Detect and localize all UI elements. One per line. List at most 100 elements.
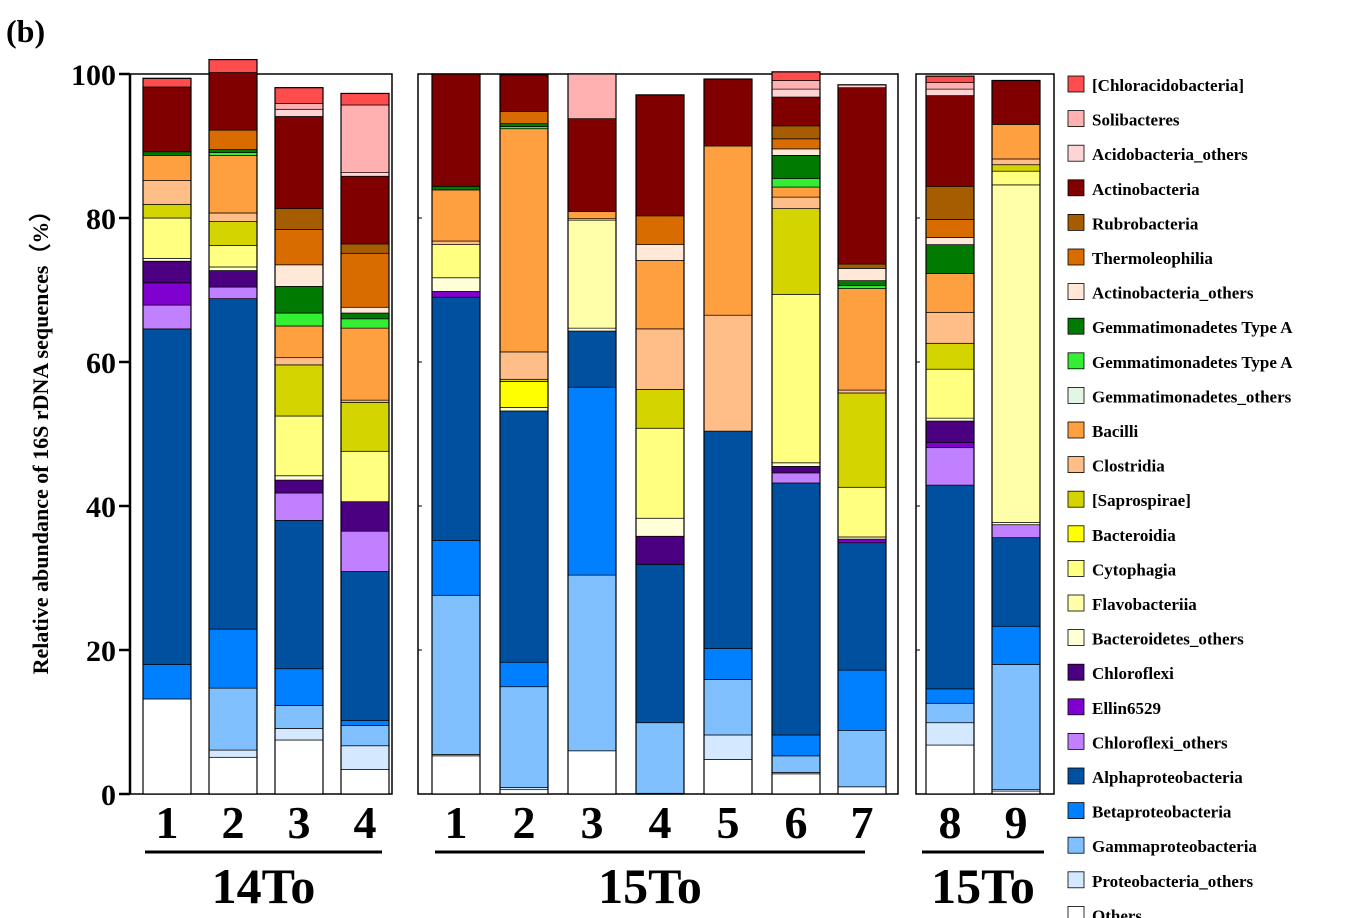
- bar-segment: [991, 664, 1041, 791]
- bar-outline: [837, 84, 887, 795]
- bar-segment: [635, 94, 685, 217]
- bar-segment: [925, 244, 975, 274]
- bar-segment: [837, 392, 887, 488]
- group-label: 14To: [212, 858, 316, 914]
- bar-segment: [635, 328, 685, 390]
- bar-segment: [703, 78, 753, 147]
- bar-segment: [837, 730, 887, 788]
- y-tick-label: 20: [86, 635, 116, 668]
- legend-swatch: [1067, 110, 1085, 127]
- category-label: 3: [581, 797, 604, 848]
- category-label: 6: [785, 797, 808, 848]
- bar-segment: [635, 215, 685, 245]
- bar-outline: [142, 77, 192, 795]
- bar-segment: [925, 368, 975, 419]
- bar-segment: [771, 734, 821, 757]
- bar-segment: [703, 430, 753, 649]
- bar-segment: [142, 282, 192, 306]
- bar-segment: [340, 318, 390, 329]
- bar-segment: [142, 304, 192, 330]
- bar-segment: [340, 252, 390, 308]
- bar-segment: [635, 389, 685, 429]
- bar-segment: [771, 208, 821, 295]
- legend-swatch: [1067, 663, 1085, 681]
- bar-segment: [274, 108, 324, 117]
- bar-segment: [771, 138, 821, 150]
- bar-segment: [837, 263, 887, 269]
- bar-segment: [635, 517, 685, 537]
- bar-segment: [771, 96, 821, 127]
- bar-outline: [499, 74, 549, 795]
- y-tick-label: 0: [101, 779, 116, 812]
- bar-segment: [837, 288, 887, 391]
- bar-segment: [991, 170, 1041, 186]
- bar-segment: [142, 257, 192, 262]
- bar-segment: [208, 298, 258, 630]
- category-label: 1: [445, 797, 468, 848]
- bar-segment: [431, 594, 481, 755]
- bar-segment: [274, 208, 324, 230]
- bar-segment: [837, 280, 887, 287]
- category-label: 2: [222, 797, 245, 848]
- bar-segment: [567, 574, 617, 752]
- bar-segment: [771, 755, 821, 773]
- category-label: 1: [156, 797, 179, 848]
- bar-segment: [837, 669, 887, 731]
- bar-segment: [208, 152, 258, 156]
- bar-segment: [635, 535, 685, 565]
- legend-swatch: [1067, 283, 1085, 301]
- bar-segment: [635, 563, 685, 724]
- category-label: 7: [851, 797, 874, 848]
- legend-label: Cytophagia: [1092, 560, 1177, 579]
- legend-label: Ellin6529: [1092, 699, 1161, 718]
- bar-segment: [274, 364, 324, 417]
- bar-outline: [771, 71, 821, 795]
- legend-swatch: [1067, 248, 1085, 266]
- bar-segment: [208, 155, 258, 214]
- bar-segment: [925, 722, 975, 746]
- bar-segment: [274, 87, 324, 104]
- legend-swatch: [1067, 871, 1085, 889]
- bar-segment: [208, 72, 258, 131]
- bar-segment: [771, 773, 821, 795]
- bar-segment: [991, 80, 1041, 125]
- bar-segment: [142, 260, 192, 284]
- bar-segment: [340, 501, 390, 532]
- legend-swatch: [1067, 733, 1085, 750]
- legend-swatch: [1067, 317, 1085, 335]
- bar-segment: [274, 116, 324, 209]
- bar-segment: [499, 686, 549, 788]
- legend-swatch: [1067, 629, 1085, 646]
- legend-label: [Saprospirae]: [1092, 491, 1191, 510]
- bar-segment: [274, 229, 324, 266]
- bar-segment: [925, 219, 975, 238]
- bar-segment: [635, 260, 685, 330]
- bar-segment: [142, 217, 192, 259]
- bar-segment: [771, 186, 821, 198]
- bar-segment: [771, 71, 821, 81]
- bar-segment: [208, 749, 258, 758]
- bar-segment: [925, 311, 975, 344]
- legend-label: Gemmatimonadetes_others: [1092, 387, 1292, 406]
- legend-swatch: [1067, 144, 1085, 162]
- bar-segment: [567, 330, 617, 388]
- bar-segment: [499, 789, 549, 795]
- bar-segment: [208, 628, 258, 689]
- group-labels: 14To 15To 15To: [145, 850, 1044, 914]
- bar-segment: [340, 312, 390, 320]
- bar-segment: [142, 86, 192, 153]
- legend-label: Gemmatimonadetes Type A: [1092, 353, 1293, 372]
- bar-segment: [274, 668, 324, 706]
- bar-segment: [837, 486, 887, 538]
- legend-label: Betaproteobacteria: [1092, 803, 1232, 822]
- bar-segment: [340, 571, 390, 721]
- legend-label: Others: [1092, 906, 1142, 918]
- bar-segment: [991, 158, 1041, 166]
- bar-segment: [771, 178, 821, 188]
- bar-segment: [925, 702, 975, 724]
- legend-label: Gammaproteobacteria: [1092, 837, 1257, 856]
- bar-segment: [340, 243, 390, 254]
- bar-segment: [771, 196, 821, 209]
- panel-frame: [915, 73, 1055, 795]
- bar-segment: [142, 203, 192, 219]
